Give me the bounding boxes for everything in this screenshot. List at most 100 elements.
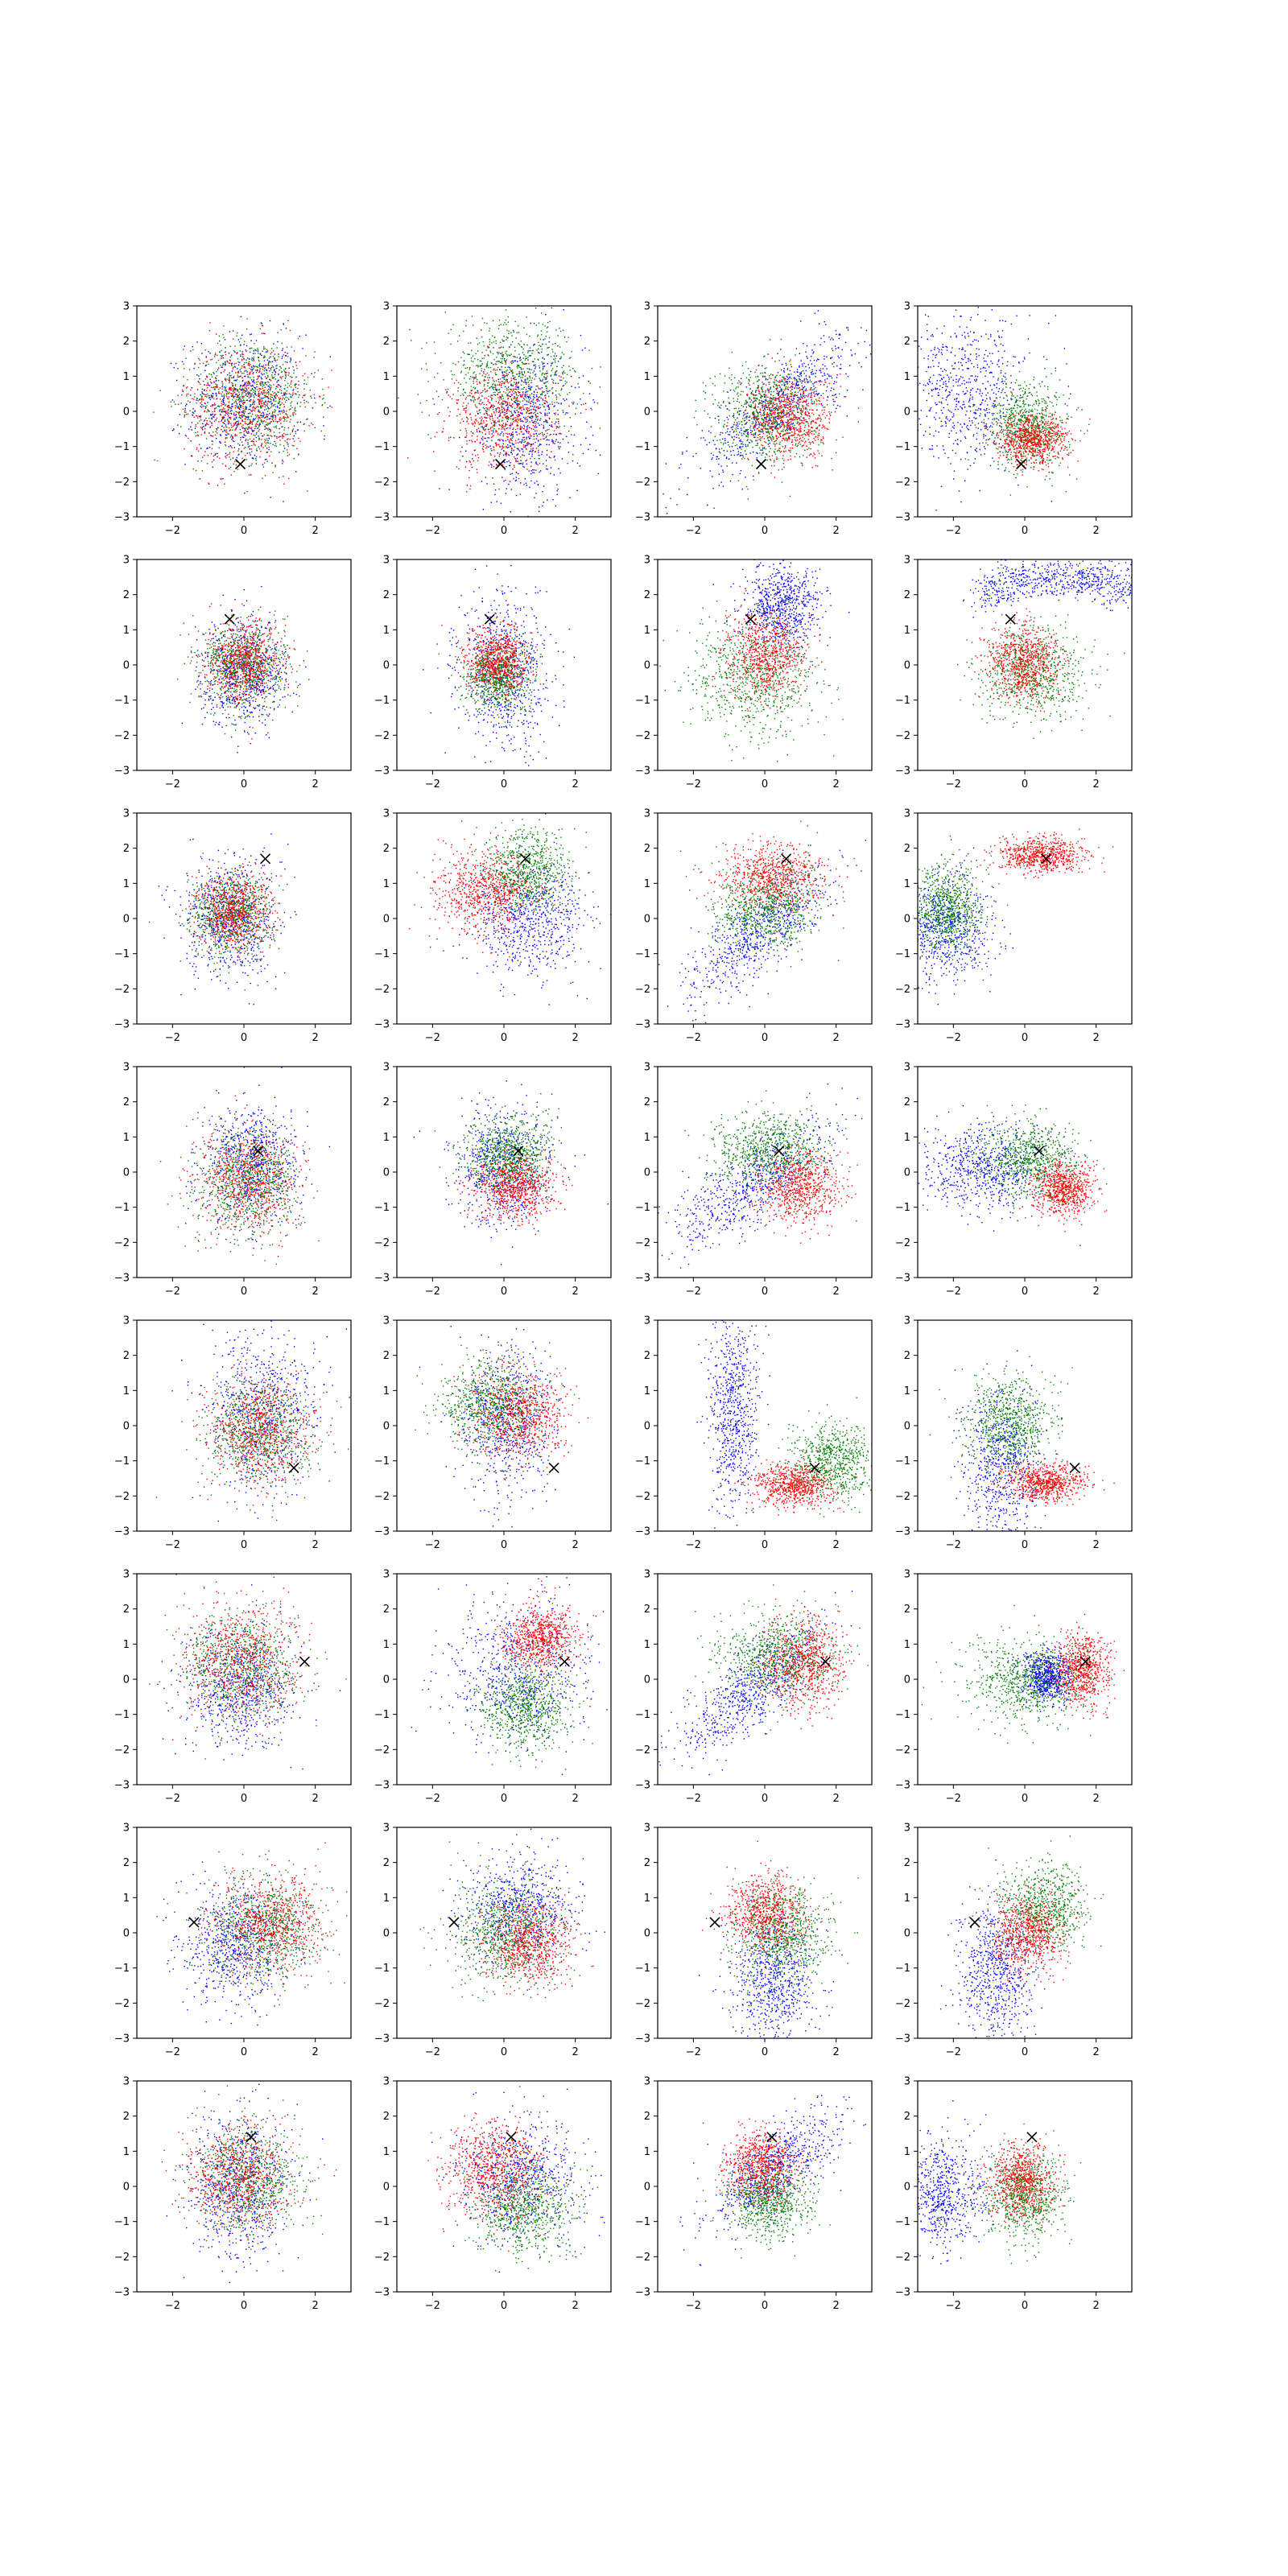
point-blue <box>524 437 525 438</box>
point-green <box>274 431 275 432</box>
point-blue <box>254 455 255 456</box>
point-blue <box>225 386 226 387</box>
point-green <box>261 322 262 323</box>
point-blue <box>272 361 273 362</box>
point-blue <box>727 428 728 429</box>
point-blue <box>585 438 586 439</box>
point-red <box>495 443 496 444</box>
point-blue <box>670 498 671 499</box>
point-green <box>504 322 505 323</box>
point-red <box>503 450 504 451</box>
point-red <box>229 381 230 382</box>
point-blue <box>253 419 254 420</box>
point-red <box>265 404 266 405</box>
point-blue <box>501 433 502 434</box>
point-green <box>560 357 561 358</box>
point-blue <box>712 488 713 489</box>
point-red <box>515 417 516 418</box>
point-blue <box>273 343 274 344</box>
point-red <box>262 388 263 389</box>
point-blue <box>577 463 578 464</box>
point-red <box>515 384 516 385</box>
point-red <box>468 423 469 424</box>
point-blue <box>216 428 217 429</box>
point-blue <box>215 453 216 454</box>
point-red <box>215 414 216 415</box>
point-green <box>583 393 584 394</box>
point-green <box>252 360 253 361</box>
point-red <box>236 353 237 354</box>
point-blue <box>544 400 545 401</box>
point-green <box>427 434 428 435</box>
point-blue <box>242 436 243 437</box>
point-blue <box>810 360 811 361</box>
point-blue <box>802 380 803 381</box>
point-green <box>463 352 464 353</box>
point-blue <box>236 406 237 407</box>
point-blue <box>486 483 487 484</box>
point-red <box>511 385 512 386</box>
point-blue <box>521 443 522 444</box>
point-red <box>527 407 528 408</box>
point-green <box>696 424 697 425</box>
point-blue <box>512 473 513 474</box>
point-red <box>197 417 198 418</box>
point-blue <box>760 450 761 451</box>
point-green <box>264 370 265 371</box>
point-blue <box>248 385 249 386</box>
point-blue <box>812 383 813 384</box>
point-blue <box>811 349 812 350</box>
point-green <box>246 416 247 417</box>
point-red <box>236 435 237 436</box>
point-green <box>206 438 207 439</box>
point-green <box>305 355 306 356</box>
point-blue <box>839 334 840 335</box>
point-red <box>520 456 521 457</box>
point-red <box>479 431 480 432</box>
point-red <box>485 424 486 425</box>
point-red <box>231 364 232 365</box>
point-green <box>264 355 265 356</box>
point-green <box>511 335 512 336</box>
point-blue <box>715 418 716 419</box>
point-red <box>484 438 485 439</box>
point-blue <box>802 364 803 365</box>
point-blue <box>520 394 521 395</box>
point-blue <box>806 395 807 396</box>
point-red <box>210 406 211 407</box>
point-blue <box>556 356 557 357</box>
point-red <box>518 478 519 479</box>
point-blue <box>221 395 222 396</box>
x-tick-label: 2 <box>572 525 579 537</box>
y-tick-label: 1 <box>123 371 130 383</box>
point-red <box>526 411 527 412</box>
point-green <box>276 446 277 447</box>
point-red <box>510 439 511 440</box>
point-green <box>290 357 291 358</box>
point-blue <box>831 387 832 388</box>
point-green <box>487 361 488 362</box>
point-green <box>217 406 218 407</box>
point-green <box>251 463 252 464</box>
point-green <box>557 366 558 367</box>
point-green <box>267 430 268 431</box>
point-green <box>523 442 524 443</box>
point-blue <box>534 421 535 422</box>
point-blue <box>549 412 550 413</box>
point-green <box>541 330 542 331</box>
point-green <box>450 411 451 412</box>
point-blue <box>269 370 270 371</box>
point-green <box>267 377 268 378</box>
point-green <box>229 407 230 408</box>
x-tick-label: −2 <box>165 525 180 537</box>
point-red <box>502 427 503 428</box>
point-blue <box>221 356 222 357</box>
point-red <box>283 393 284 394</box>
point-green <box>293 428 294 429</box>
point-red <box>480 383 481 384</box>
point-red <box>286 420 287 421</box>
point-blue <box>515 386 516 387</box>
point-blue <box>483 509 484 510</box>
point-red <box>255 418 256 419</box>
point-green <box>454 374 455 375</box>
